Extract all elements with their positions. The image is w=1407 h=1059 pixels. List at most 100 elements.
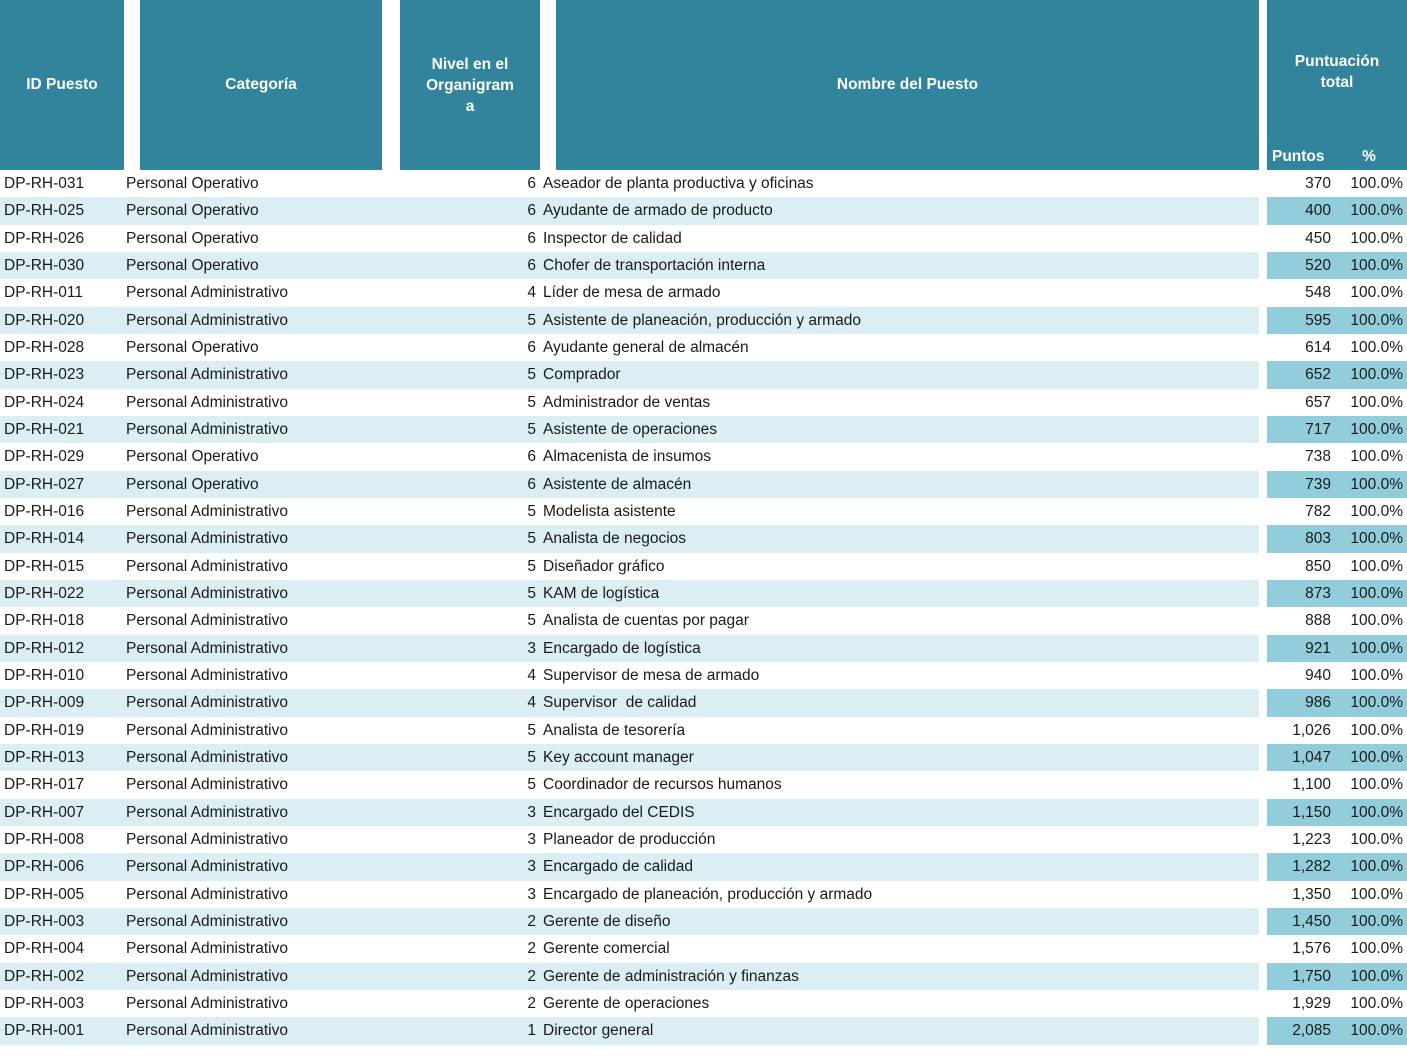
cell-nivel[interactable]: 4: [527, 694, 536, 712]
cell-categoria[interactable]: Personal Administrativo: [126, 284, 288, 302]
cell-categoria[interactable]: Personal Administrativo: [126, 694, 288, 712]
cell-nivel[interactable]: 6: [527, 338, 536, 356]
cell-id-puesto[interactable]: DP-RH-015: [4, 557, 85, 575]
cell-categoria[interactable]: Personal Administrativo: [126, 393, 288, 411]
cell-puntos[interactable]: 1,026: [1292, 721, 1331, 739]
cell-id-puesto[interactable]: DP-RH-016: [4, 502, 85, 520]
cell-puntos[interactable]: 739: [1305, 475, 1331, 493]
cell-id-puesto[interactable]: DP-RH-031: [4, 175, 85, 192]
cell-nivel[interactable]: 5: [527, 366, 536, 384]
cell-nombre[interactable]: Comprador: [543, 366, 621, 384]
cell-puntos[interactable]: 1,282: [1292, 858, 1331, 876]
cell-categoria[interactable]: Personal Operativo: [126, 338, 259, 356]
cell-puntos[interactable]: 520: [1305, 256, 1331, 274]
cell-pct[interactable]: 100.0%: [1350, 420, 1403, 438]
cell-categoria[interactable]: Personal Administrativo: [126, 311, 288, 329]
cell-pct[interactable]: 100.0%: [1350, 885, 1403, 903]
cell-pct[interactable]: 100.0%: [1350, 557, 1403, 575]
cell-pct[interactable]: 100.0%: [1350, 502, 1403, 520]
cell-pct[interactable]: 100.0%: [1350, 448, 1403, 466]
cell-nombre[interactable]: Inspector de calidad: [543, 229, 682, 247]
cell-pct[interactable]: 100.0%: [1350, 748, 1403, 766]
cell-categoria[interactable]: Personal Operativo: [126, 448, 259, 466]
cell-nombre[interactable]: Asistente de operaciones: [543, 420, 718, 438]
cell-nombre[interactable]: Gerente de operaciones: [543, 994, 710, 1012]
cell-id-puesto[interactable]: DP-RH-010: [4, 666, 85, 684]
cell-pct[interactable]: 100.0%: [1350, 830, 1403, 848]
cell-puntos[interactable]: 1,223: [1292, 830, 1331, 848]
cell-id-puesto[interactable]: DP-RH-014: [4, 530, 85, 548]
cell-nombre[interactable]: KAM de logística: [543, 584, 660, 602]
cell-pct[interactable]: 100.0%: [1350, 475, 1403, 493]
cell-id-puesto[interactable]: DP-RH-023: [4, 366, 85, 384]
cell-pct[interactable]: 100.0%: [1350, 584, 1403, 602]
cell-pct[interactable]: 100.0%: [1350, 256, 1403, 274]
column-header-nombre-puesto[interactable]: Nombre del Puesto: [556, 0, 1259, 170]
cell-pct[interactable]: 100.0%: [1350, 202, 1403, 220]
cell-puntos[interactable]: 548: [1305, 284, 1331, 302]
cell-id-puesto[interactable]: DP-RH-007: [4, 803, 85, 821]
cell-puntos[interactable]: 1,047: [1292, 748, 1331, 766]
cell-nombre[interactable]: Encargado de calidad: [543, 858, 693, 876]
cell-pct[interactable]: 100.0%: [1350, 940, 1403, 958]
cell-puntos[interactable]: 1,750: [1292, 967, 1331, 985]
cell-nivel[interactable]: 5: [527, 748, 536, 766]
cell-categoria[interactable]: Personal Administrativo: [126, 366, 288, 384]
cell-puntos[interactable]: 803: [1305, 530, 1331, 548]
cell-puntos[interactable]: 400: [1305, 202, 1331, 220]
cell-puntos[interactable]: 595: [1305, 311, 1331, 329]
cell-pct[interactable]: 100.0%: [1350, 338, 1403, 356]
cell-nombre[interactable]: Analista de tesorería: [543, 721, 686, 739]
cell-categoria[interactable]: Personal Operativo: [126, 256, 259, 274]
subcolumn-header-pct[interactable]: %: [1362, 147, 1376, 165]
cell-id-puesto[interactable]: DP-RH-018: [4, 612, 85, 630]
cell-categoria[interactable]: Personal Operativo: [126, 475, 259, 493]
cell-nivel[interactable]: 3: [527, 639, 536, 657]
cell-categoria[interactable]: Personal Operativo: [126, 202, 259, 220]
cell-nivel[interactable]: 6: [527, 256, 536, 274]
cell-nombre[interactable]: Director general: [543, 1022, 654, 1040]
cell-nivel[interactable]: 2: [527, 912, 536, 930]
cell-puntos[interactable]: 717: [1305, 420, 1331, 438]
cell-nivel[interactable]: 4: [527, 284, 536, 302]
cell-nivel[interactable]: 5: [527, 584, 536, 602]
cell-id-puesto[interactable]: DP-RH-017: [4, 776, 85, 794]
cell-puntos[interactable]: 1,450: [1292, 912, 1331, 930]
cell-nombre[interactable]: Almacenista de insumos: [543, 448, 711, 466]
cell-puntos[interactable]: 738: [1305, 448, 1331, 466]
cell-categoria[interactable]: Personal Administrativo: [126, 584, 288, 602]
cell-categoria[interactable]: Personal Administrativo: [126, 639, 288, 657]
cell-categoria[interactable]: Personal Administrativo: [126, 885, 288, 903]
cell-categoria[interactable]: Personal Administrativo: [126, 776, 288, 794]
cell-pct[interactable]: 100.0%: [1350, 366, 1403, 384]
cell-nivel[interactable]: 3: [527, 885, 536, 903]
cell-nivel[interactable]: 5: [527, 502, 536, 520]
cell-pct[interactable]: 100.0%: [1350, 1022, 1403, 1040]
cell-puntos[interactable]: 888: [1305, 612, 1331, 630]
cell-id-puesto[interactable]: DP-RH-027: [4, 475, 85, 493]
cell-nombre[interactable]: Supervisor de calidad: [543, 694, 697, 712]
cell-nombre[interactable]: Encargado de planeación, producción y ar…: [543, 885, 873, 903]
column-header-puntuacion-total[interactable]: Puntuación total Puntos %: [1267, 0, 1407, 170]
cell-nivel[interactable]: 5: [527, 393, 536, 411]
cell-nombre[interactable]: Supervisor de mesa de armado: [543, 666, 760, 684]
cell-puntos[interactable]: 657: [1305, 393, 1331, 411]
cell-id-puesto[interactable]: DP-RH-009: [4, 694, 85, 712]
cell-id-puesto[interactable]: DP-RH-021: [4, 420, 85, 438]
column-header-categoria[interactable]: Categoría: [140, 0, 382, 170]
cell-puntos[interactable]: 370: [1305, 175, 1331, 192]
cell-pct[interactable]: 100.0%: [1350, 175, 1403, 192]
cell-nombre[interactable]: Analista de negocios: [543, 530, 687, 548]
cell-id-puesto[interactable]: DP-RH-003: [4, 994, 85, 1012]
cell-categoria[interactable]: Personal Administrativo: [126, 830, 288, 848]
cell-categoria[interactable]: Personal Administrativo: [126, 612, 288, 630]
cell-categoria[interactable]: Personal Administrativo: [126, 1022, 288, 1040]
cell-categoria[interactable]: Personal Administrativo: [126, 420, 288, 438]
cell-id-puesto[interactable]: DP-RH-013: [4, 748, 85, 766]
cell-nivel[interactable]: 5: [527, 530, 536, 548]
cell-id-puesto[interactable]: DP-RH-024: [4, 393, 85, 411]
cell-puntos[interactable]: 873: [1305, 584, 1331, 602]
cell-puntos[interactable]: 940: [1305, 666, 1331, 684]
cell-puntos[interactable]: 782: [1305, 502, 1331, 520]
cell-puntos[interactable]: 614: [1305, 338, 1331, 356]
